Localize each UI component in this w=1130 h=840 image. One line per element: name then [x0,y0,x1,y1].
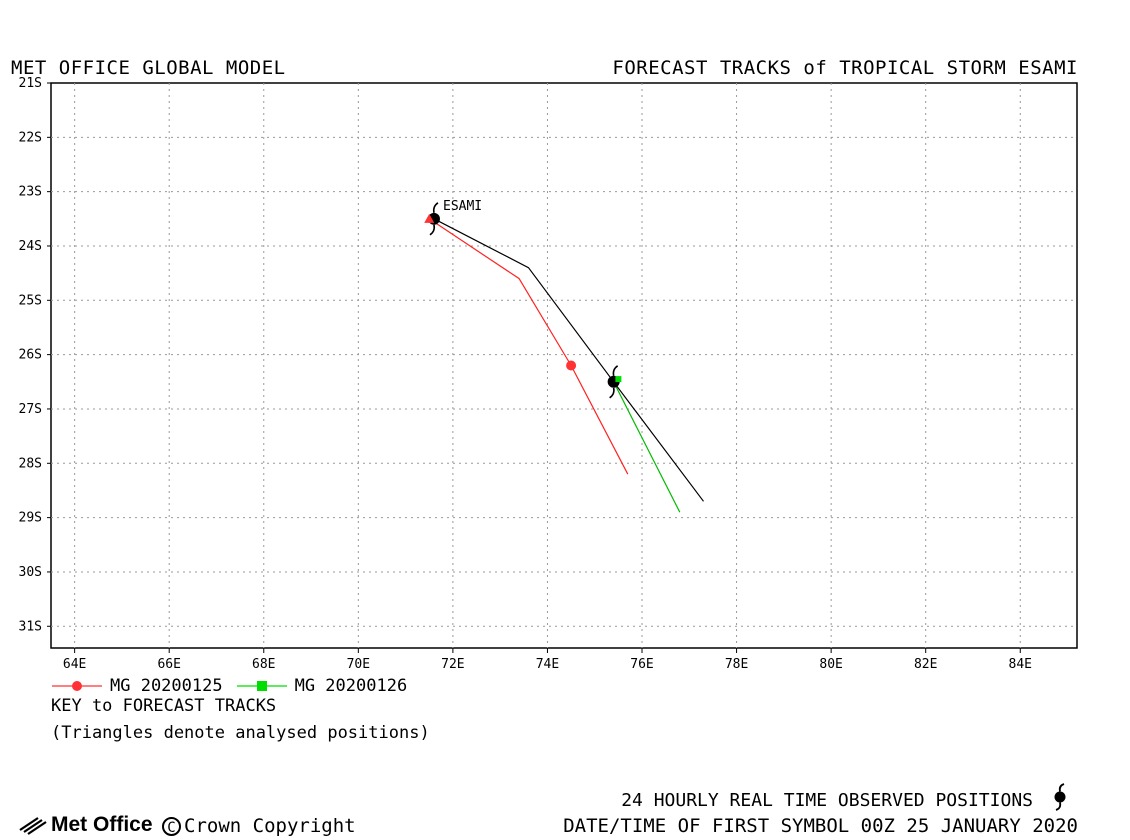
tick-label-lat: 29S [19,511,42,526]
legend-symbol-green-square [236,681,287,691]
tick-label-lon: 74E [536,657,559,672]
tick-label-lat: 21S [19,76,42,91]
tick-label-lat: 30S [19,565,42,580]
copyright-notice: C Crown Copyright [162,815,356,837]
legend-label: MG 20200125 [110,676,223,696]
grid-lines [51,83,1077,648]
copyright-icon: C [162,816,181,836]
tick-label-lon: 70E [347,657,370,672]
tick-label-lon: 78E [725,657,748,672]
tick-label-lon: 84E [1009,657,1032,672]
tick-label-lat: 28S [19,456,42,471]
met-office-logo-icon [19,817,47,835]
axis-ticks: 64E 66E 68E 70E 72E 74E 76E 78E 80E 82E 84E 21S 22S 2… [19,76,1032,672]
storm-name-label: ESAMI [443,199,482,214]
legend: MG 20200125 MG 20200126 [52,676,421,696]
track-markers [424,202,622,399]
tick-label-lon: 68E [252,657,275,672]
tick-label-lat: 31S [19,619,42,634]
model-title: MET OFFICE GLOBAL MODEL [11,57,286,79]
forecast-track-line [613,381,681,513]
tick-label-lon: 80E [819,657,842,672]
forecast-position-marker [566,360,577,371]
tick-label-lat: 24S [19,239,42,254]
tick-label-lat: 26S [19,348,42,363]
key-title: KEY to FORECAST TRACKS [51,696,277,716]
tick-label-lat: 23S [19,185,42,200]
tick-label-lon: 72E [441,657,464,672]
tick-label-lon: 66E [157,657,180,672]
analysed-position-triangle [424,213,435,223]
forecast-position-square [615,376,622,383]
forecast-tracks [428,218,704,513]
legend-item-mg-20200125: MG 20200125 [52,676,223,696]
logo-text: Met Office [51,813,153,836]
observed-track-line [433,218,704,502]
observed-positions-label: 24 HOURLY REAL TIME OBSERVED POSITIONS [621,790,1033,811]
legend-item-mg-20200126: MG 20200126 [236,676,408,696]
cyclone-symbol-icon [1054,783,1066,811]
tick-label-lon: 76E [630,657,653,672]
legend-label: MG 20200126 [294,676,408,696]
tick-label-lat: 22S [19,130,42,145]
tick-label-lat: 27S [19,402,42,417]
tick-label-lat: 25S [19,293,42,308]
met-office-logo: Met Office [18,813,153,837]
forecast-track-line [428,218,629,475]
tick-label-lon: 64E [63,657,86,672]
first-symbol-datetime: DATE/TIME OF FIRST SYMBOL 00Z 25 JANUARY… [563,815,1078,837]
legend-symbol-red-circle [52,681,102,691]
copyright-text: Crown Copyright [184,815,356,837]
key-note: (Triangles denote analysed positions) [51,723,430,743]
chart-title: FORECAST TRACKS of TROPICAL STORM ESAMI [612,57,1078,79]
map-frame [50,82,1078,649]
tick-label-lon: 82E [914,657,937,672]
